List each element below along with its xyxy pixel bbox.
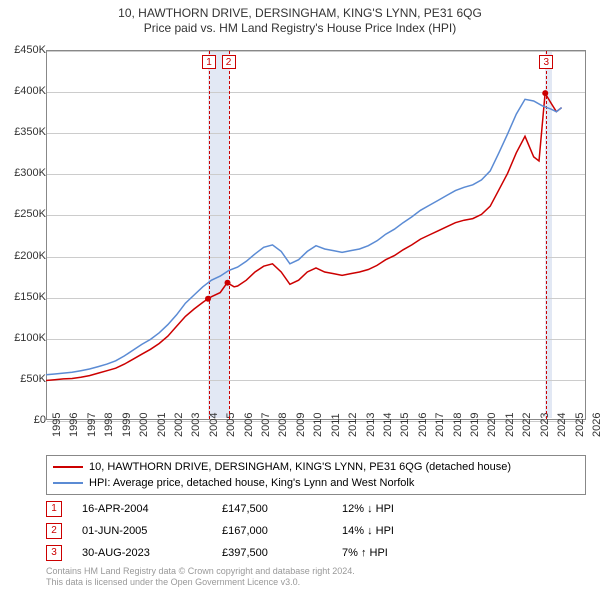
chart-container: 10, HAWTHORN DRIVE, DERSINGHAM, KING'S L… [0,0,600,590]
sale-row-delta: 14% ↓ HPI [342,525,442,537]
y-axis-label: £250K [0,208,46,220]
sale-row-price: £147,500 [222,503,342,515]
sale-row: 2 01-JUN-2005£167,00014% ↓ HPI [46,520,586,542]
series-property [46,93,562,380]
legend-label: 10, HAWTHORN DRIVE, DERSINGHAM, KING'S L… [89,461,511,473]
legend-box: 10, HAWTHORN DRIVE, DERSINGHAM, KING'S L… [46,455,586,495]
sale-row-number: 2 [46,523,62,539]
sale-row-number: 1 [46,501,62,517]
y-axis-label: £450K [0,44,46,56]
y-axis-label: £350K [0,126,46,138]
y-axis-label: £150K [0,291,46,303]
sale-row-delta: 12% ↓ HPI [342,503,442,515]
sale-row-delta: 7% ↑ HPI [342,547,442,559]
title-address: 10, HAWTHORN DRIVE, DERSINGHAM, KING'S L… [0,6,600,20]
y-axis-label: £50K [0,373,46,385]
sale-row-price: £397,500 [222,547,342,559]
footer-attribution: Contains HM Land Registry data © Crown c… [46,566,355,588]
legend-row: HPI: Average price, detached house, King… [53,475,579,491]
y-axis-label: £200K [0,250,46,262]
series-hpi [46,99,562,375]
sale-marker-dot [205,296,211,302]
title-block: 10, HAWTHORN DRIVE, DERSINGHAM, KING'S L… [0,0,600,35]
sale-row-number: 3 [46,545,62,561]
sale-marker-dot [225,280,231,286]
title-subtitle: Price paid vs. HM Land Registry's House … [0,21,600,35]
sale-row-date: 30-AUG-2023 [82,547,222,559]
y-axis-label: £300K [0,167,46,179]
sale-marker-dot [542,90,548,96]
y-axis-label: £0 [0,414,46,426]
sale-row-date: 16-APR-2004 [82,503,222,515]
sale-row-price: £167,000 [222,525,342,537]
footer-line-2: This data is licensed under the Open Gov… [46,577,355,588]
legend-swatch [53,482,83,484]
footer-line-1: Contains HM Land Registry data © Crown c… [46,566,355,577]
x-axis-label: 2026 [591,413,600,437]
sale-row: 3 30-AUG-2023£397,5007% ↑ HPI [46,542,586,564]
sale-row-date: 01-JUN-2005 [82,525,222,537]
sales-list: 1 16-APR-2004£147,50012% ↓ HPI 2 01-JUN-200… [46,498,586,564]
legend-label: HPI: Average price, detached house, King… [89,477,414,489]
chart-area: 1995199619971998199920002001200220032004… [46,50,586,420]
y-axis-label: £400K [0,85,46,97]
y-axis-label: £100K [0,332,46,344]
sale-row: 1 16-APR-2004£147,50012% ↓ HPI [46,498,586,520]
legend-swatch [53,466,83,468]
legend-row: 10, HAWTHORN DRIVE, DERSINGHAM, KING'S L… [53,459,579,475]
series-svg [46,50,586,420]
